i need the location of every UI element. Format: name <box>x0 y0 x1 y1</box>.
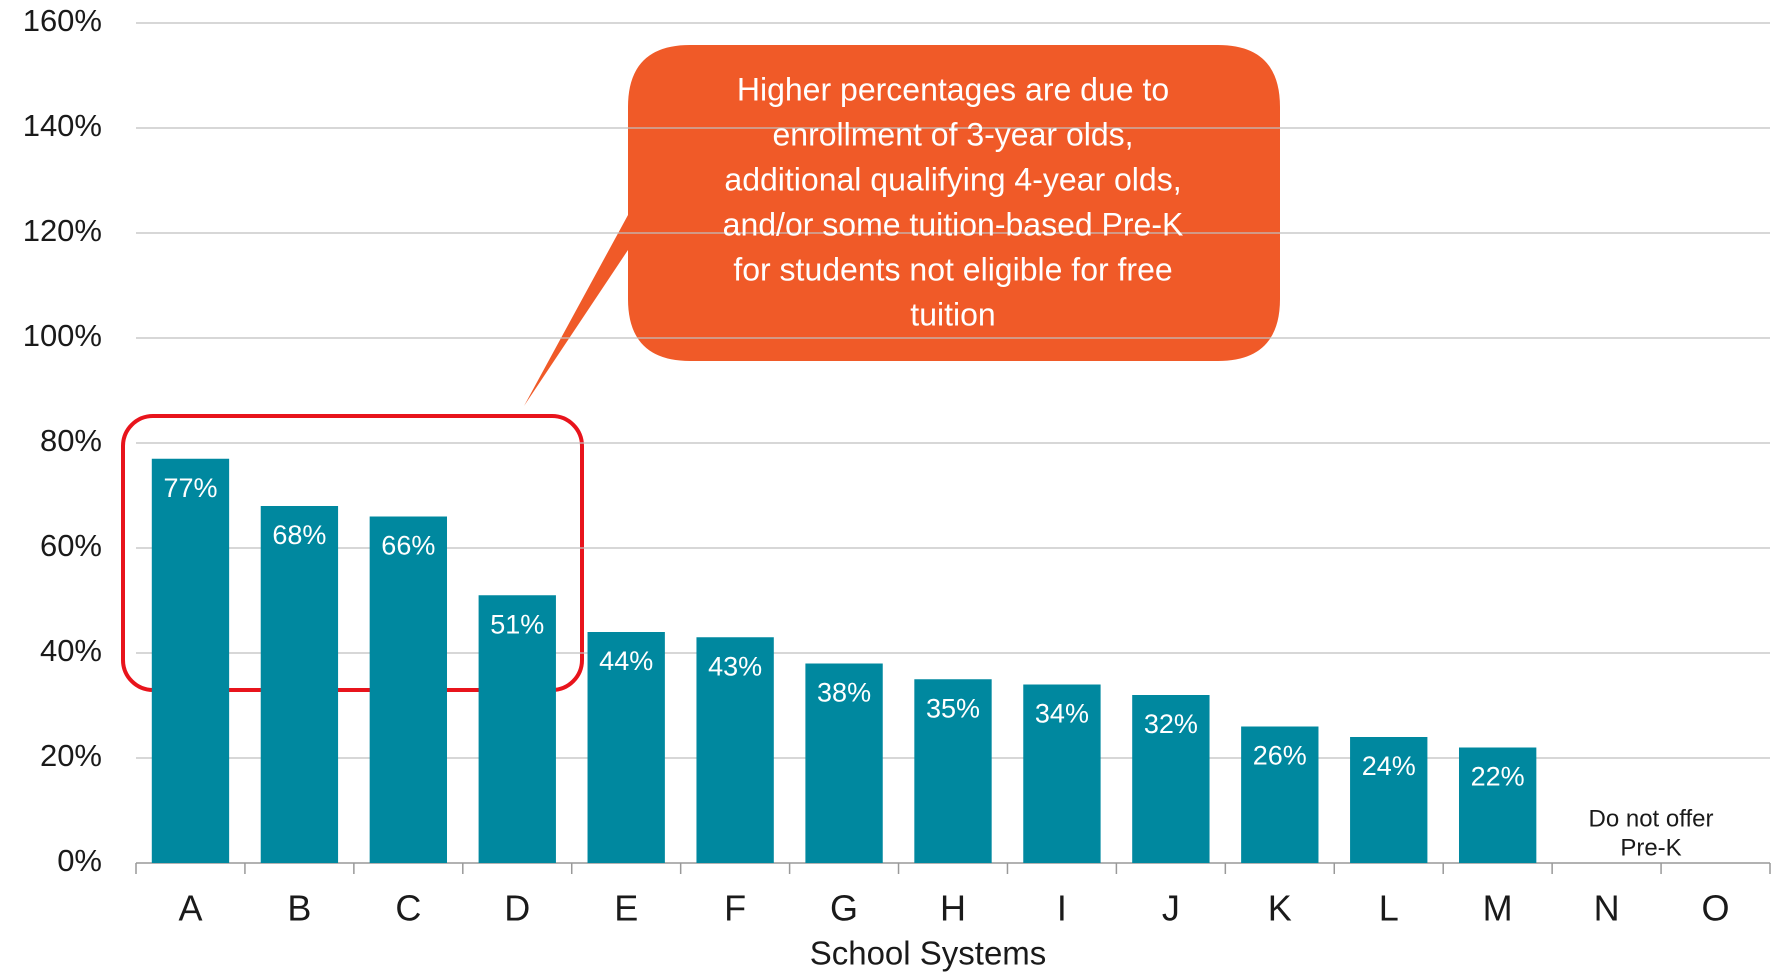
data-label: 51% <box>490 609 544 639</box>
x-tick-label: I <box>1057 888 1067 929</box>
data-label: 32% <box>1144 709 1198 739</box>
data-label: 34% <box>1035 699 1089 729</box>
x-tick-label: K <box>1268 888 1292 929</box>
y-tick-label: 0% <box>57 843 102 878</box>
x-tick-label: L <box>1379 888 1399 929</box>
callout-text: additional qualifying 4-year olds, <box>724 161 1181 197</box>
bar <box>805 663 883 863</box>
x-tick-label: O <box>1702 888 1730 929</box>
callout-text: for students not eligible for free <box>733 251 1172 287</box>
y-tick-label: 120% <box>23 213 102 248</box>
data-label: 24% <box>1362 751 1416 781</box>
note-text: Pre-K <box>1620 834 1681 861</box>
callout-text: and/or some tuition-based Pre-K <box>723 206 1184 242</box>
x-tick-label: C <box>395 888 421 929</box>
bar <box>1350 737 1428 863</box>
bar <box>478 595 556 863</box>
x-tick-label: A <box>178 888 202 929</box>
data-label: 77% <box>163 473 217 503</box>
x-tick-label: G <box>830 888 858 929</box>
highlight-box <box>121 414 584 692</box>
bar <box>1241 726 1319 863</box>
x-axis-title: School Systems <box>810 935 1047 972</box>
y-tick-label: 160% <box>23 3 102 38</box>
callout-text: enrollment of 3-year olds, <box>772 116 1133 152</box>
bar <box>260 506 339 863</box>
data-label: 44% <box>599 646 653 676</box>
x-tick-label: B <box>287 888 311 929</box>
x-tick-label: M <box>1483 888 1513 929</box>
data-label: 26% <box>1253 741 1307 771</box>
callout-text: Higher percentages are due to <box>737 71 1169 107</box>
bar <box>696 637 774 863</box>
data-label: 38% <box>817 678 871 708</box>
y-tick-label: 20% <box>40 738 102 773</box>
y-tick-label: 80% <box>40 423 102 458</box>
bar <box>587 632 665 863</box>
x-tick-label: F <box>724 888 746 929</box>
callout-text: tuition <box>910 296 995 332</box>
y-tick-label: 100% <box>23 318 102 353</box>
note-text: Do not offer <box>1589 805 1714 832</box>
x-tick-label: H <box>940 888 966 929</box>
y-tick-label: 140% <box>23 108 102 143</box>
bar <box>1458 747 1537 863</box>
bar <box>151 458 230 863</box>
data-label: 66% <box>381 531 435 561</box>
data-label: 68% <box>272 520 326 550</box>
x-tick-label: J <box>1162 888 1180 929</box>
x-tick-label: N <box>1594 888 1620 929</box>
y-tick-label: 40% <box>40 633 102 668</box>
data-label: 22% <box>1471 762 1525 792</box>
callout <box>524 45 1280 406</box>
data-label: 43% <box>708 651 762 681</box>
bar <box>914 679 992 863</box>
x-tick-label: E <box>614 888 638 929</box>
bar <box>1023 684 1101 863</box>
x-tick-label: D <box>504 888 530 929</box>
bar <box>369 516 448 863</box>
data-label: 35% <box>926 693 980 723</box>
bar <box>1132 695 1210 863</box>
y-tick-label: 60% <box>40 528 102 563</box>
